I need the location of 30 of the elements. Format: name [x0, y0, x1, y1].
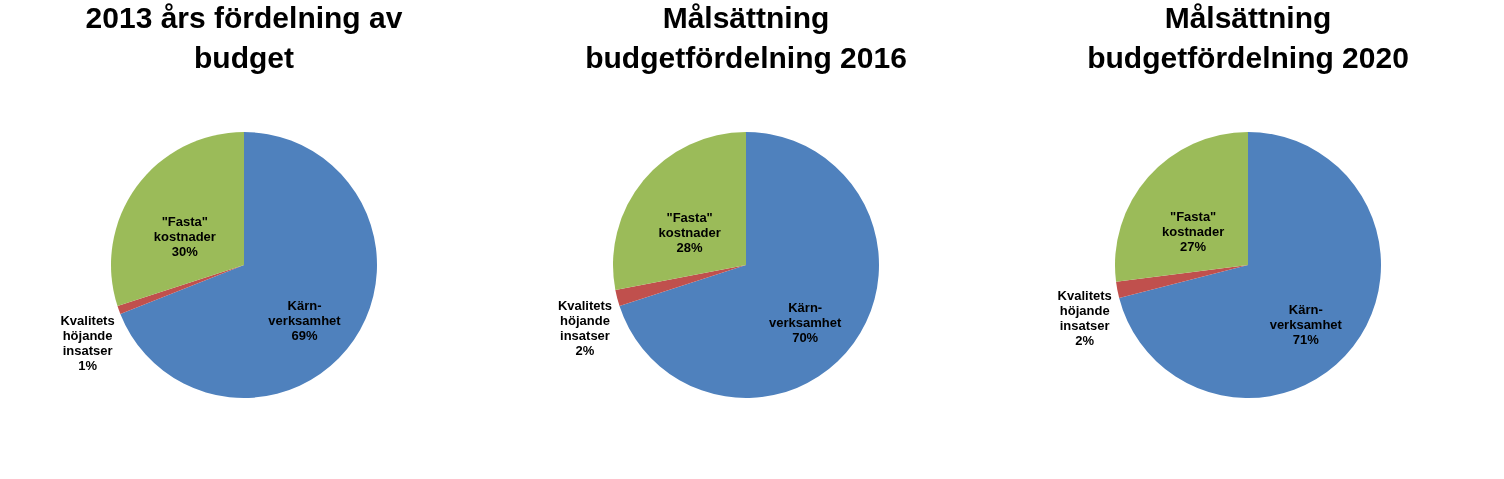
slice-label: "Fasta" kostnader	[1162, 208, 1225, 239]
pie-slice	[117, 265, 244, 314]
data-label: 1%	[78, 358, 98, 374]
pie-slice	[619, 132, 879, 398]
data-label: 70%	[792, 330, 819, 345]
chart-title: Målsättning budgetfördelning 2016	[585, 1, 907, 74]
slice-label: Kvalitets höjande insatser	[557, 298, 613, 344]
pie-slice	[1116, 265, 1248, 299]
pie-slice	[120, 132, 377, 398]
slice-label: "Fasta" kostnader	[658, 210, 721, 241]
data-label: 27%	[1180, 238, 1207, 254]
slice-label: Kvalitets höjande insatser	[1057, 288, 1112, 334]
slice-label: Kärn- verksamhet	[1269, 301, 1343, 332]
data-label: 30%	[171, 244, 199, 259]
data-label: 28%	[676, 240, 704, 256]
data-label: 69%	[291, 328, 318, 344]
slice-label: Kärn- verksamhet	[268, 298, 342, 329]
chart-title: 2013 års fördelning av budget	[85, 1, 403, 74]
slice-label: "Fasta" kostnader	[153, 214, 216, 244]
pie-slice	[613, 132, 746, 290]
data-label: 71%	[1292, 331, 1320, 347]
slice-label: Kärn- verksamhet	[769, 300, 842, 330]
data-label: 2%	[575, 343, 595, 359]
pie-slice	[1115, 132, 1248, 282]
pie-slice	[1119, 132, 1381, 398]
pie-slice	[615, 265, 746, 307]
slice-label: Kvalitets höjande insatser	[60, 313, 115, 359]
pie-slice	[111, 132, 244, 307]
data-label: 2%	[1075, 333, 1095, 349]
chart-title: Målsättning budgetfördelning 2020	[1087, 1, 1409, 74]
